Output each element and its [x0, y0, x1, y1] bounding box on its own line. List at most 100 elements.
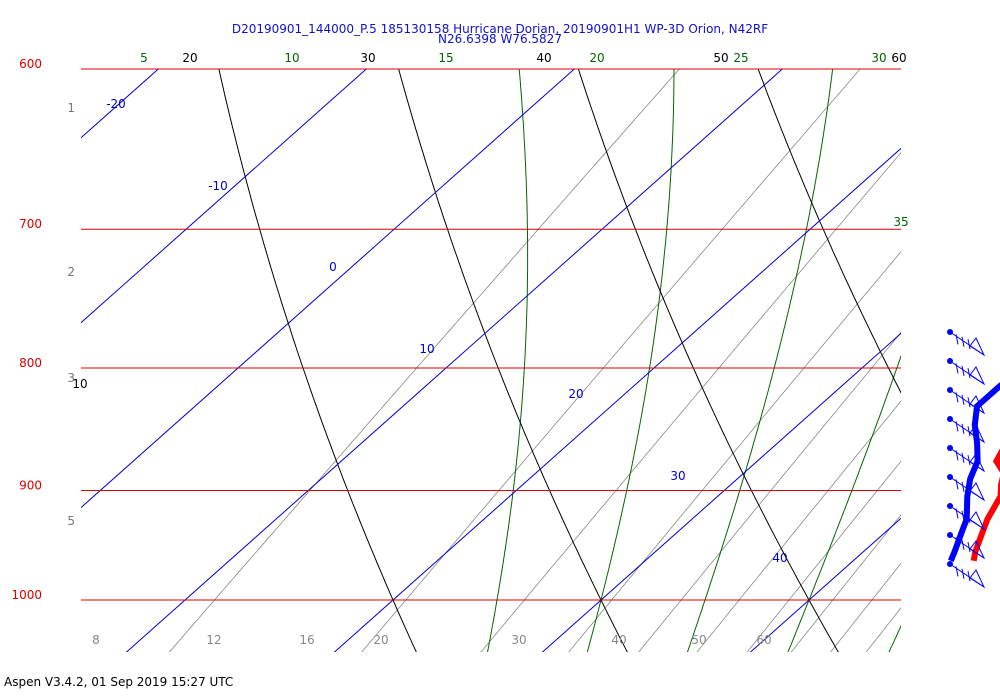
wind-barb	[947, 358, 986, 386]
dry-adiabat-label: 50	[713, 51, 728, 65]
pressure-label: 600	[19, 57, 42, 71]
isotherm-label: -20	[106, 97, 126, 111]
mixing-ratio-label: 12	[206, 633, 221, 647]
isotherm-line	[125, 69, 784, 652]
moist-adiabats	[487, 52, 1000, 661]
wind-barb-pennant	[969, 482, 986, 502]
wind-barb-flag	[967, 426, 971, 437]
pressure-label: 1000	[11, 588, 42, 602]
moist-adiabat-label: 25	[733, 51, 748, 65]
wind-barb-pennant	[969, 337, 986, 357]
mixing-ratio-line	[696, 400, 901, 652]
wind-barb-flag	[961, 423, 965, 434]
isotherm-line	[333, 147, 901, 652]
isotherm-label: 10	[419, 342, 434, 356]
moist-adiabat-label: 5	[140, 51, 148, 65]
dry-adiabat-line	[398, 69, 628, 652]
mixing-ratio-line	[865, 607, 901, 652]
dry-adiabat-label: 60	[891, 51, 906, 65]
wind-barb	[947, 329, 986, 357]
wind-barb-flag	[955, 450, 959, 461]
isotherm-label: 20	[568, 387, 583, 401]
dry-adiabat-label: 30	[360, 51, 375, 65]
pressure-label: 700	[19, 217, 42, 231]
mixing-ratio-line	[830, 562, 901, 652]
footer-version-timestamp: Aspen V3.4.2, 01 Sep 2019 15:27 UTC	[4, 675, 234, 689]
mixing-ratio-label: 30	[511, 633, 526, 647]
mixing-ratio-label: 60	[756, 633, 771, 647]
wind-barb-flag	[961, 452, 965, 463]
wind-barb-flag	[967, 484, 971, 495]
pressure-label: 900	[19, 478, 42, 492]
height-label: 1	[67, 101, 75, 115]
wind-barb-pennant	[969, 424, 986, 444]
wind-barb-flag	[961, 539, 965, 550]
wind-barb-flag	[961, 365, 965, 376]
mixing-ratio-label: 20	[373, 633, 388, 647]
wind-barb-pennant	[969, 366, 986, 386]
wind-barb-pennant	[969, 511, 986, 531]
moist-adiabat-line	[487, 69, 529, 652]
wind-barb	[947, 532, 986, 560]
isotherm-label: -10	[208, 179, 228, 193]
mixing-ratio-line	[746, 460, 901, 652]
sounding-profiles	[948, 382, 1000, 562]
mixing-ratio-line	[168, 69, 680, 652]
dry-adiabat-label: 40	[536, 51, 551, 65]
dry-adiabat-line	[931, 52, 1000, 661]
mixing-ratio-label: 16	[299, 633, 314, 647]
moist-adiabat-label: 20	[589, 51, 604, 65]
height-label: 5	[67, 514, 75, 528]
wind-barb-flag	[961, 394, 965, 405]
wind-barb	[947, 474, 986, 502]
dry-adiabat-line	[218, 69, 417, 652]
wind-barb	[947, 387, 986, 415]
mixing-ratio-lines	[168, 52, 1000, 661]
wind-barb-flag	[955, 508, 959, 519]
dry-adiabat-line	[577, 69, 839, 652]
mixing-ratio-label: 50	[691, 633, 706, 647]
wind-barb-flag	[955, 479, 959, 490]
isotherm-label: 0	[329, 260, 337, 274]
dry-adiabats	[218, 52, 1000, 661]
isotherm-line	[81, 69, 368, 324]
wind-barb-flag	[961, 510, 965, 521]
wind-barb-flag	[961, 481, 965, 492]
mixing-ratio-line	[568, 251, 901, 652]
wind-barb-flag	[967, 542, 971, 553]
height-label: 2	[67, 265, 75, 279]
mixing-ratio-line	[361, 69, 861, 652]
mixing-ratio-line	[936, 52, 1000, 661]
mixing-ratio-label: 40	[611, 633, 626, 647]
isotherm-line	[541, 332, 901, 652]
isobars	[81, 68, 901, 601]
height-label: 3	[67, 371, 75, 385]
wind-barb-flag	[967, 339, 971, 350]
dry-adiabat-label: 20	[182, 51, 197, 65]
wind-barb-flag	[961, 568, 965, 579]
dry-adiabat-label: 10	[72, 377, 87, 391]
mixing-ratio-line	[790, 514, 901, 652]
isotherm-label: 40	[772, 551, 787, 565]
moist-adiabat-line	[986, 52, 1000, 661]
moist-adiabat-line	[586, 69, 675, 652]
wind-barb-flag	[955, 537, 959, 548]
dry-adiabat-line	[757, 69, 901, 394]
wind-barb-flag	[967, 571, 971, 582]
wind-barb	[947, 445, 986, 473]
wind-barb	[947, 561, 986, 589]
wind-barb-pennant	[969, 569, 986, 589]
wind-barb	[947, 416, 986, 444]
isotherm-label: 30	[670, 469, 685, 483]
wind-barb-pennant	[969, 395, 986, 415]
wind-barb-flag	[955, 392, 959, 403]
moist-adiabat-label: 10	[284, 51, 299, 65]
chart-subtitle-coordinates: N26.6398 W76.5827	[438, 32, 562, 46]
wind-barb-flag	[961, 336, 965, 347]
wind-barb-pennant	[969, 540, 986, 560]
moist-adiabat-label: 35	[893, 215, 908, 229]
wind-barb-flag	[955, 334, 959, 345]
wind-barb-flag	[955, 363, 959, 374]
